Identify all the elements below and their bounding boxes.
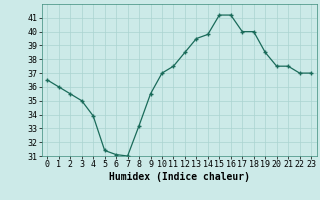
X-axis label: Humidex (Indice chaleur): Humidex (Indice chaleur): [109, 172, 250, 182]
